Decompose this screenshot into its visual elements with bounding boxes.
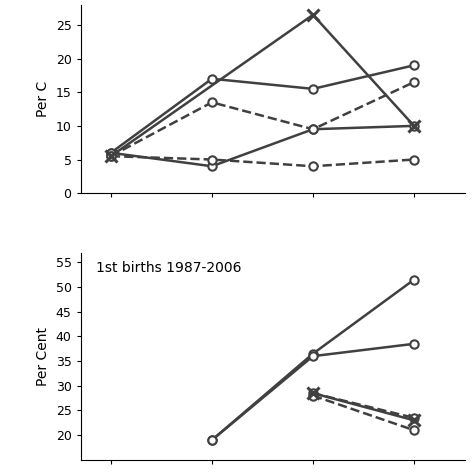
Y-axis label: Per Cent: Per Cent (36, 327, 50, 386)
Y-axis label: Per C: Per C (36, 81, 50, 117)
Text: 1st births 1987-2006: 1st births 1987-2006 (96, 261, 241, 275)
